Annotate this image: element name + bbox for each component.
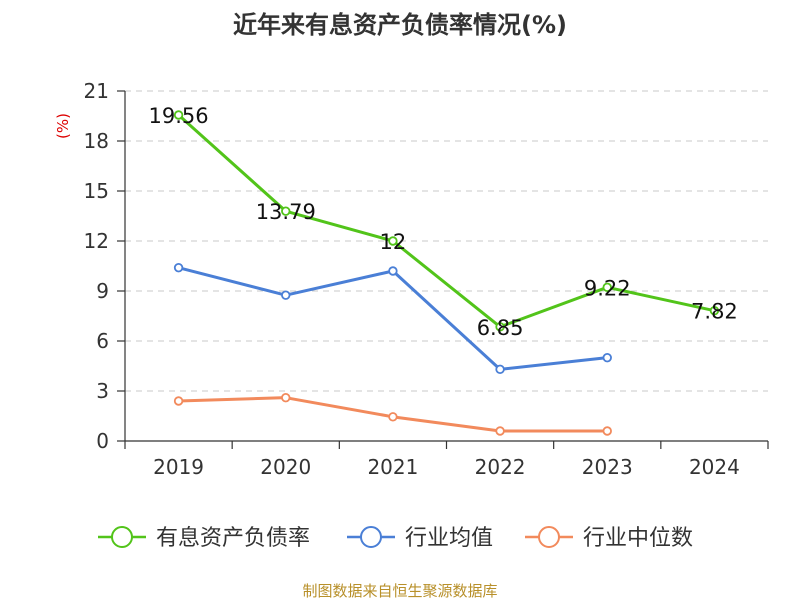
grid-lines [125, 90, 768, 392]
legend[interactable]: 有息资产负债率 行业均值 行业中位数 [98, 526, 693, 551]
data-point [388, 412, 398, 422]
y-tick-label: 0 [96, 429, 109, 453]
y-tick-label: 12 [84, 229, 109, 253]
legend-item-1[interactable]: 行业均值 [347, 526, 493, 551]
y-tick-label: 21 [84, 79, 109, 103]
data-label: 7.82 [691, 300, 738, 324]
x-tick-label: 2019 [153, 455, 204, 479]
data-point [173, 396, 184, 406]
data-label: 13.79 [256, 200, 316, 224]
data-point [173, 262, 184, 273]
y-tick-label: 9 [96, 279, 109, 303]
series-line-0 [177, 113, 715, 329]
x-tick-label: 2020 [260, 455, 311, 479]
x-tick-label: 2023 [582, 455, 633, 479]
data-point [602, 352, 612, 363]
data-point [602, 282, 612, 293]
data-label: 6.85 [477, 316, 524, 340]
data-point [388, 266, 398, 276]
legend-marker-icon [538, 526, 560, 548]
data-point [388, 236, 398, 246]
axes: 0 3 6 9 12 15 18 21 2019 2020 2021 2022 2023 2024 [84, 79, 769, 479]
legend-item-0[interactable]: 有息资产负债率 [98, 526, 310, 551]
data-point [602, 426, 612, 436]
y-tick-label: 18 [84, 129, 109, 153]
x-tick-label: 2021 [367, 455, 418, 479]
legend-label: 行业中位数 [583, 526, 693, 551]
legend-label: 行业均值 [405, 526, 493, 551]
series-line-1 [178, 266, 608, 371]
y-tick-label: 3 [96, 379, 109, 403]
data-point [281, 290, 291, 300]
data-labels: 19.56 13.79 12 6.85 9.22 7.82 [149, 104, 738, 340]
x-tick-label: 2022 [475, 455, 526, 479]
legend-marker-icon [360, 526, 382, 548]
legend-label: 有息资产负债率 [156, 526, 310, 551]
x-tick-label: 2024 [689, 455, 740, 479]
data-point [495, 364, 505, 375]
chart-title: 近年来有息资产负债率情况(%) [233, 11, 567, 39]
legend-marker-icon [111, 526, 133, 548]
data-point [495, 426, 505, 436]
legend-item-2[interactable]: 行业中位数 [525, 526, 693, 551]
data-label: 19.56 [149, 104, 209, 128]
data-point [173, 110, 184, 120]
y-tick-label: 15 [84, 179, 109, 203]
data-label: 9.22 [584, 276, 631, 300]
source-note: 制图数据来自恒生聚源数据库 [302, 582, 497, 600]
data-point [709, 305, 720, 316]
y-axis-unit: (%) [54, 113, 72, 139]
data-point [281, 206, 291, 216]
data-point [495, 322, 505, 332]
series-layer [173, 110, 720, 436]
y-tick-label: 6 [96, 329, 109, 353]
data-point [281, 392, 291, 403]
data-label: 12 [380, 230, 407, 254]
